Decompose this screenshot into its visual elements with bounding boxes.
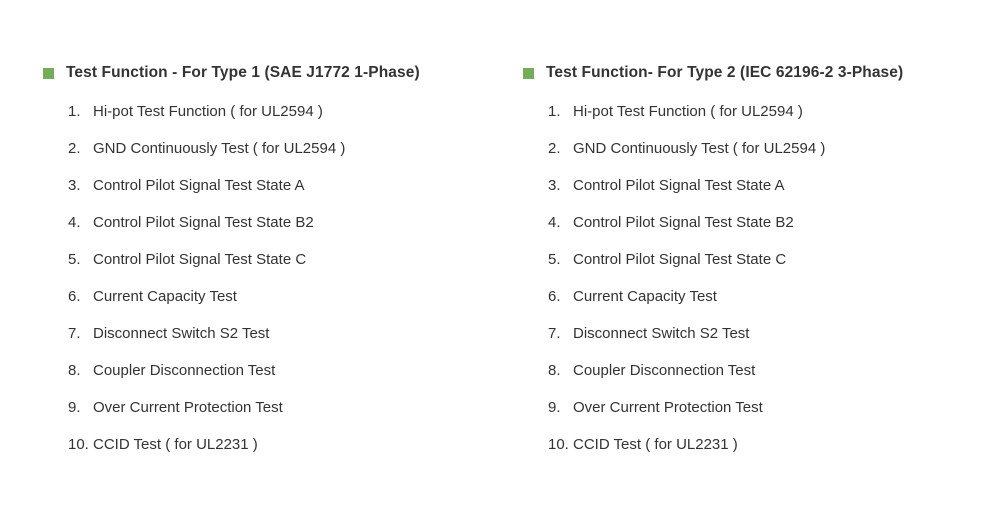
item-text: Control Pilot Signal Test State C bbox=[93, 251, 307, 268]
list-item: 10. CCID Test ( for UL2231 ) bbox=[68, 434, 503, 456]
item-number: 2. bbox=[548, 140, 561, 157]
item-number: 9. bbox=[68, 399, 81, 416]
item-text: Disconnect Switch S2 Test bbox=[573, 325, 750, 342]
list-item: 1. Hi-pot Test Function ( for UL2594 ) bbox=[548, 101, 983, 123]
list-item: 8. Coupler Disconnection Test bbox=[68, 360, 503, 382]
list-item: 3. Control Pilot Signal Test State A bbox=[68, 175, 503, 197]
item-text: Control Pilot Signal Test State B2 bbox=[573, 214, 794, 231]
item-text: Control Pilot Signal Test State B2 bbox=[93, 214, 314, 231]
item-text: Current Capacity Test bbox=[573, 288, 717, 305]
item-number: 10. bbox=[68, 436, 89, 453]
list-item: 3. Control Pilot Signal Test State A bbox=[548, 175, 983, 197]
item-number: 3. bbox=[68, 177, 81, 194]
item-number: 1. bbox=[68, 103, 81, 120]
item-number: 7. bbox=[68, 325, 81, 342]
section-title: Test Function - For Type 1 (SAE J1772 1-… bbox=[66, 64, 420, 81]
list-item: 9. Over Current Protection Test bbox=[548, 397, 983, 419]
list-item: 4. Control Pilot Signal Test State B2 bbox=[548, 212, 983, 234]
item-text: Control Pilot Signal Test State A bbox=[93, 177, 305, 194]
item-text: Hi-pot Test Function ( for UL2594 ) bbox=[93, 103, 323, 120]
list-item: 7. Disconnect Switch S2 Test bbox=[68, 323, 503, 345]
list-item: 5. Control Pilot Signal Test State C bbox=[68, 249, 503, 271]
item-number: 10. bbox=[548, 436, 569, 453]
list-item: 7. Disconnect Switch S2 Test bbox=[548, 323, 983, 345]
item-number: 3. bbox=[548, 177, 561, 194]
item-text: Control Pilot Signal Test State C bbox=[573, 251, 787, 268]
list-item: 1. Hi-pot Test Function ( for UL2594 ) bbox=[68, 101, 503, 123]
list-item: 5. Control Pilot Signal Test State C bbox=[548, 249, 983, 271]
item-text: CCID Test ( for UL2231 ) bbox=[93, 436, 258, 453]
section-type1: Test Function - For Type 1 (SAE J1772 1-… bbox=[43, 64, 503, 471]
section-type2-list: 1. Hi-pot Test Function ( for UL2594 ) 2.… bbox=[548, 101, 983, 456]
item-text: Coupler Disconnection Test bbox=[93, 362, 276, 379]
item-number: 7. bbox=[548, 325, 561, 342]
item-text: Hi-pot Test Function ( for UL2594 ) bbox=[573, 103, 803, 120]
item-text: CCID Test ( for UL2231 ) bbox=[573, 436, 738, 453]
list-item: 6. Current Capacity Test bbox=[548, 286, 983, 308]
item-number: 4. bbox=[68, 214, 81, 231]
list-item: 8. Coupler Disconnection Test bbox=[548, 360, 983, 382]
green-square-bullet-icon bbox=[43, 67, 54, 79]
section-title: Test Function- For Type 2 (IEC 62196-2 3… bbox=[546, 64, 904, 81]
list-item: 10. CCID Test ( for UL2231 ) bbox=[548, 434, 983, 456]
item-number: 4. bbox=[548, 214, 561, 231]
item-number: 6. bbox=[548, 288, 561, 305]
list-item: 6. Current Capacity Test bbox=[68, 286, 503, 308]
item-number: 5. bbox=[68, 251, 81, 268]
section-type1-header: Test Function - For Type 1 (SAE J1772 1-… bbox=[43, 64, 503, 82]
item-number: 2. bbox=[68, 140, 81, 157]
list-item: 2. GND Continuously Test ( for UL2594 ) bbox=[548, 138, 983, 160]
item-number: 1. bbox=[548, 103, 561, 120]
item-text: GND Continuously Test ( for UL2594 ) bbox=[573, 140, 826, 157]
item-number: 8. bbox=[548, 362, 561, 379]
item-number: 6. bbox=[68, 288, 81, 305]
green-square-bullet-icon bbox=[523, 67, 534, 79]
list-item: 2. GND Continuously Test ( for UL2594 ) bbox=[68, 138, 503, 160]
item-text: Disconnect Switch S2 Test bbox=[93, 325, 270, 342]
item-number: 5. bbox=[548, 251, 561, 268]
section-type2-header: Test Function- For Type 2 (IEC 62196-2 3… bbox=[523, 64, 983, 82]
section-type2: Test Function- For Type 2 (IEC 62196-2 3… bbox=[523, 64, 983, 471]
section-type1-list: 1. Hi-pot Test Function ( for UL2594 ) 2.… bbox=[68, 101, 503, 456]
item-text: Over Current Protection Test bbox=[93, 399, 283, 416]
item-text: Coupler Disconnection Test bbox=[573, 362, 756, 379]
item-text: Over Current Protection Test bbox=[573, 399, 763, 416]
item-number: 8. bbox=[68, 362, 81, 379]
list-item: 4. Control Pilot Signal Test State B2 bbox=[68, 212, 503, 234]
item-text: Current Capacity Test bbox=[93, 288, 237, 305]
item-number: 9. bbox=[548, 399, 561, 416]
item-text: Control Pilot Signal Test State A bbox=[573, 177, 785, 194]
list-item: 9. Over Current Protection Test bbox=[68, 397, 503, 419]
item-text: GND Continuously Test ( for UL2594 ) bbox=[93, 140, 346, 157]
